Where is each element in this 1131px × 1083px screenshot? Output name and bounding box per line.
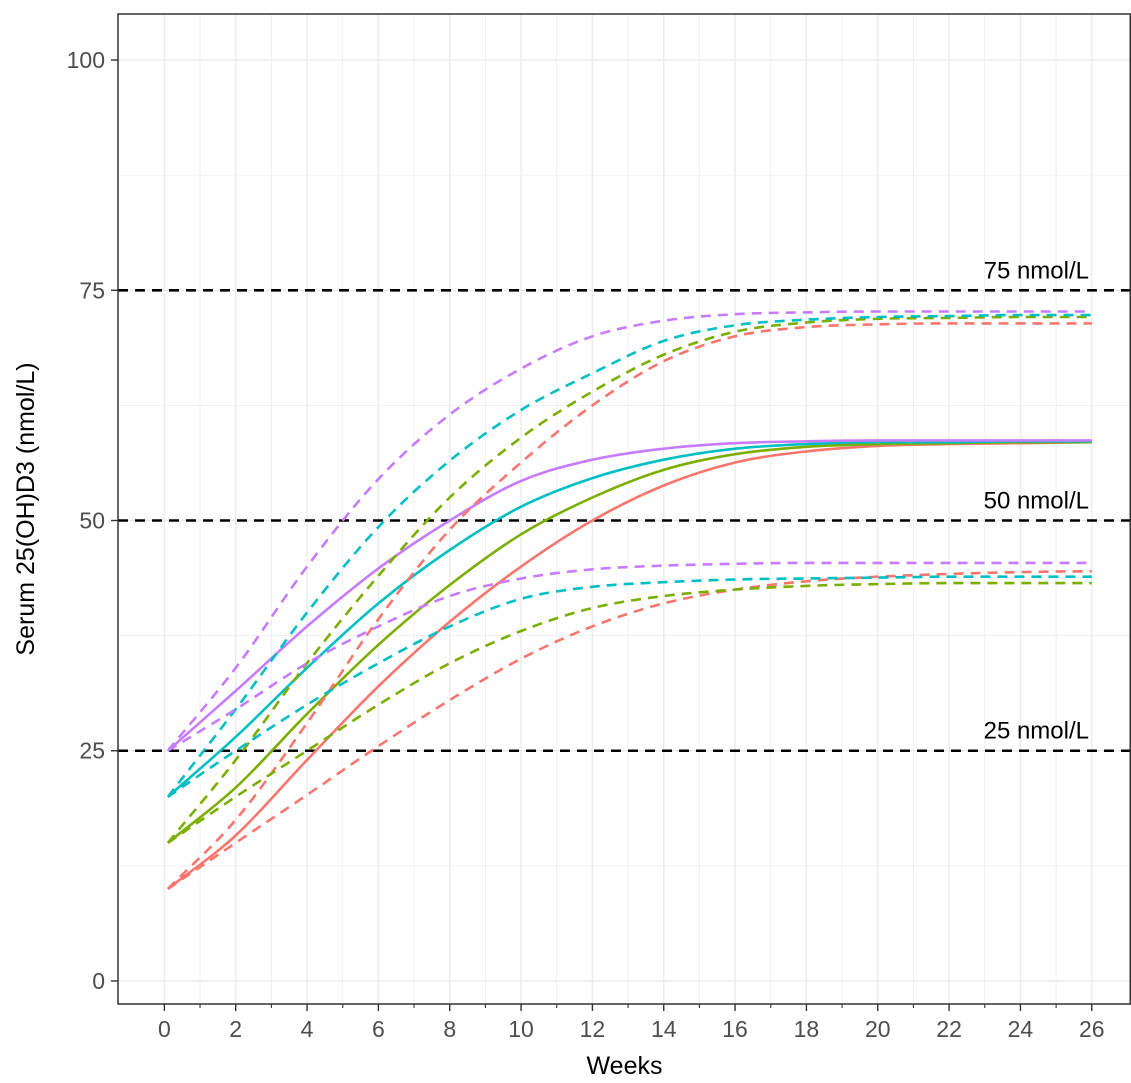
series-line-11 [167, 575, 1092, 798]
x-tick-label: 18 [794, 1016, 820, 1042]
series-line-6 [166, 315, 1092, 844]
series-line-4 [167, 439, 1092, 752]
series-line-10 [167, 581, 1092, 844]
reference-label-25: 25 nmol/L [984, 718, 1089, 745]
x-axis-ticks: 0 2 4 6 8 10 12 14 16 18 20 22 24 26 [158, 1004, 1105, 1042]
x-tick-label: 10 [508, 1016, 534, 1042]
x-tick-label: 8 [443, 1016, 456, 1042]
x-tick-label: 14 [651, 1016, 677, 1042]
series-line-3 [167, 439, 1092, 798]
grid-layer [118, 14, 1131, 1004]
reference-lines: 25 nmol/L 50 nmol/L 75 nmol/L [118, 257, 1131, 753]
y-tick-label: 25 [79, 738, 105, 764]
x-tick-label: 16 [722, 1016, 748, 1042]
y-tick-label: 75 [79, 277, 105, 303]
y-axis-ticks: 0 25 50 75 100 [67, 47, 118, 994]
x-tick-label: 20 [865, 1016, 891, 1042]
series-line-8 [166, 310, 1092, 752]
y-tick-label: 100 [67, 47, 105, 73]
series-line-5 [166, 322, 1092, 890]
reference-label-75: 75 nmol/L [984, 257, 1089, 284]
x-axis-title: Weeks [587, 1052, 663, 1080]
x-tick-label: 4 [301, 1016, 314, 1042]
y-tick-label: 50 [79, 508, 105, 534]
x-tick-label: 24 [1008, 1016, 1034, 1042]
x-tick-label: 26 [1079, 1016, 1105, 1042]
x-tick-label: 2 [229, 1016, 242, 1042]
series-line-12 [167, 561, 1092, 752]
x-tick-label: 0 [158, 1016, 171, 1042]
x-tick-label: 6 [372, 1016, 385, 1042]
series-line-9 [167, 569, 1092, 890]
series-line-7 [166, 313, 1092, 798]
x-tick-label: 12 [580, 1016, 606, 1042]
x-tick-label: 22 [936, 1016, 962, 1042]
panel-border [117, 13, 1131, 1005]
y-tick-label: 0 [92, 968, 105, 994]
y-axis-title: Serum 25(OH)D3 (nmol/L) [12, 362, 40, 655]
series-layer [166, 310, 1092, 890]
reference-label-50: 50 nmol/L [984, 488, 1089, 515]
